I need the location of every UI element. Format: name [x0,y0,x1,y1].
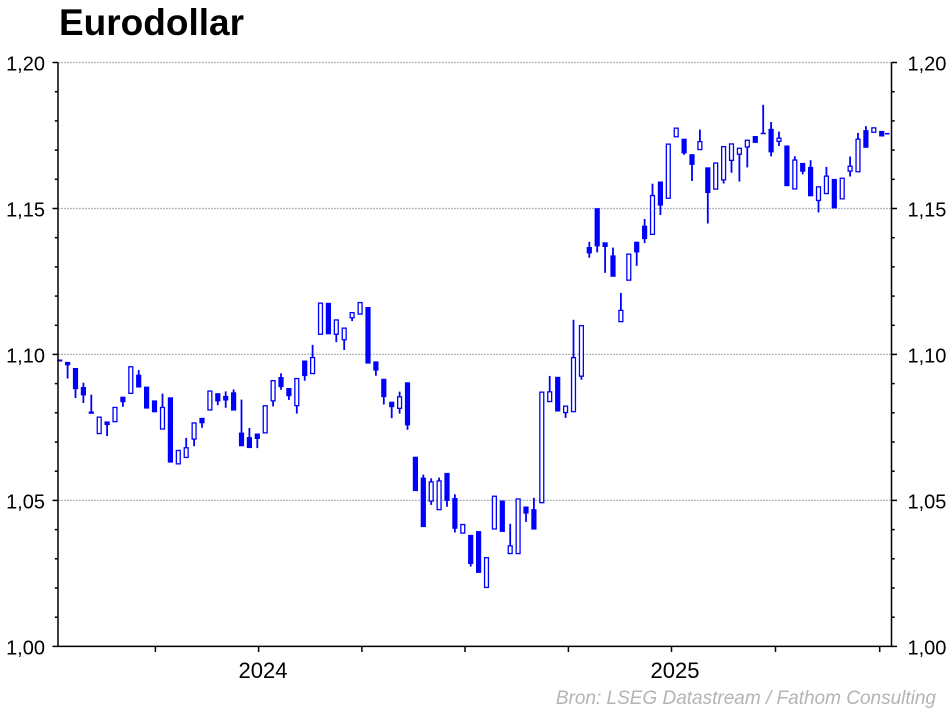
svg-text:1,20: 1,20 [908,53,947,75]
svg-text:Eurodollar: Eurodollar [59,2,244,43]
svg-text:1,05: 1,05 [6,491,45,513]
svg-text:Bron: LSEG Datastream / Fathom: Bron: LSEG Datastream / Fathom Consultin… [556,688,937,709]
svg-text:2024: 2024 [239,658,288,683]
svg-text:1,00: 1,00 [6,637,45,659]
svg-text:1,20: 1,20 [6,53,45,75]
svg-text:1,05: 1,05 [908,491,947,513]
svg-text:1,00: 1,00 [908,637,947,659]
svg-text:1,10: 1,10 [908,345,947,367]
svg-text:2025: 2025 [651,658,700,683]
svg-text:1,15: 1,15 [6,199,45,221]
svg-text:1,15: 1,15 [908,199,947,221]
svg-text:1,10: 1,10 [6,345,45,367]
